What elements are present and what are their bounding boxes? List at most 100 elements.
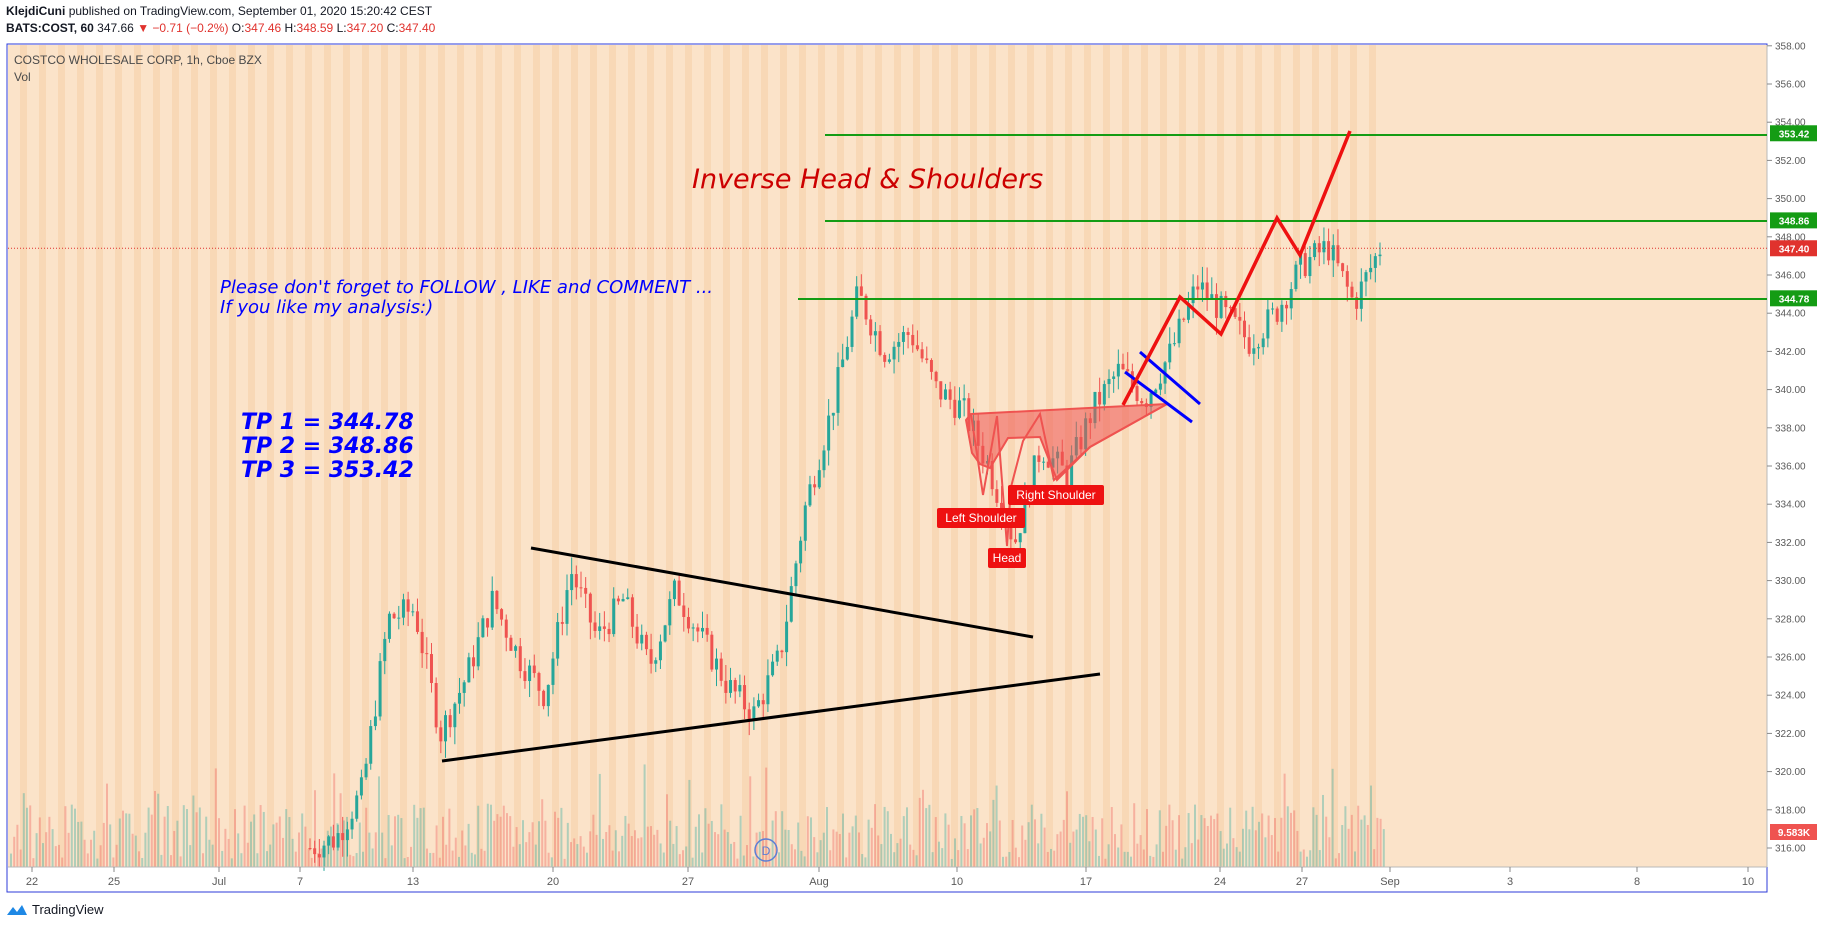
follow-text-line1[interactable]: Please don't forget to FOLLOW , LIKE and… <box>220 277 713 298</box>
volume-bar <box>170 855 172 867</box>
volume-bar <box>579 836 582 867</box>
candle-body <box>345 829 349 841</box>
session-stripe <box>1160 45 1167 867</box>
volume-bar <box>208 839 211 867</box>
candle-body <box>373 716 377 727</box>
triangle-lower-line[interactable] <box>441 672 1101 763</box>
volume-bar <box>816 852 819 867</box>
volume-bar <box>781 811 784 867</box>
volume-bar <box>467 823 470 867</box>
candle-body <box>593 622 597 631</box>
volume-bar <box>198 807 201 867</box>
x-tick-label: 27 <box>1296 876 1308 888</box>
session-stripe <box>571 45 578 867</box>
pattern-title[interactable]: Inverse Head & Shoulders <box>692 164 1043 195</box>
candle-body <box>785 621 789 653</box>
candle-body <box>1172 343 1176 345</box>
footer-brand[interactable]: TradingView <box>32 902 104 917</box>
candle-body <box>322 845 326 858</box>
projected-path[interactable] <box>1121 130 1352 406</box>
volume-label-box <box>1770 824 1817 840</box>
session-stripe <box>343 45 350 867</box>
volume-bar <box>106 783 108 867</box>
volume-bar <box>61 857 64 867</box>
volume-bar <box>1091 816 1094 867</box>
candle-body <box>925 358 929 361</box>
volume-bar <box>1139 835 1142 867</box>
tp2-text[interactable]: TP 2 = 348.86 <box>241 434 414 459</box>
volume-bar <box>374 832 377 867</box>
volume-bar <box>1040 813 1043 867</box>
left-shoulder-label[interactable]: Left Shoulder <box>945 511 1016 525</box>
volume-bar <box>1226 843 1228 867</box>
volume-bar <box>1219 831 1222 867</box>
x-tick-label: 24 <box>1214 876 1226 888</box>
volume-bar <box>1046 851 1049 867</box>
session-stripe <box>305 45 312 867</box>
volume-bar <box>54 846 57 867</box>
volume-bar <box>803 856 806 867</box>
volume-bar <box>429 852 432 867</box>
volume-bar <box>512 846 515 867</box>
volume-bar <box>592 814 595 867</box>
volume-bar <box>1258 821 1260 867</box>
candle-body <box>1313 243 1317 258</box>
published-text: published on TradingView.com, September … <box>68 4 433 18</box>
candle-body <box>509 637 513 651</box>
y-tick-label: 356.00 <box>1775 80 1806 91</box>
candle-body <box>602 626 606 629</box>
volume-bar <box>669 820 672 867</box>
session-stripe <box>362 45 369 867</box>
volume-bar <box>42 843 44 867</box>
volume-bar <box>858 832 860 867</box>
volume-bar <box>1302 849 1305 867</box>
volume-bar <box>566 822 569 867</box>
volume-bar <box>333 773 336 867</box>
volume-bar <box>1347 828 1350 867</box>
volume-bar <box>1104 858 1107 867</box>
volume-bar <box>637 838 640 867</box>
volume-bar <box>554 811 556 867</box>
triangle-upper-line[interactable] <box>530 546 1034 639</box>
volume-bar <box>966 849 969 867</box>
volume-bar <box>730 843 732 867</box>
candle-body <box>1355 297 1359 309</box>
volume-bar <box>1363 815 1366 867</box>
candle-body <box>766 675 770 705</box>
candle-body <box>705 627 709 635</box>
volume-bar <box>35 833 38 867</box>
volume-bar <box>1078 813 1081 867</box>
volume-bar <box>1290 812 1292 867</box>
candle-body <box>1116 363 1120 377</box>
volume-bar <box>957 850 960 867</box>
tp1-text[interactable]: TP 1 = 344.78 <box>241 410 414 435</box>
candle-body <box>859 286 863 296</box>
flag-upper-line[interactable] <box>1139 350 1201 406</box>
candle-body <box>771 661 775 676</box>
session-stripe <box>1350 45 1357 867</box>
volume-bar <box>493 820 496 867</box>
volume-bar <box>829 850 832 867</box>
price-label: 344.78 <box>1779 294 1810 305</box>
follow-text-line2[interactable]: If you like my analysis:) <box>220 297 433 318</box>
head-label[interactable]: Head <box>993 551 1022 565</box>
candle-body <box>1121 363 1125 370</box>
volume-bar <box>832 829 835 867</box>
volume-bar <box>1152 856 1155 867</box>
volume-bar <box>368 832 371 867</box>
volume-bar <box>550 857 553 867</box>
volume-bar <box>186 809 188 867</box>
volume-bar <box>1155 844 1158 867</box>
high-value: 348.59 <box>296 21 334 35</box>
tp3-text[interactable]: TP 3 = 353.42 <box>241 458 414 483</box>
session-stripe <box>438 45 445 867</box>
candle-body <box>682 605 686 617</box>
volume-bar <box>502 805 505 867</box>
volume-bar <box>925 808 928 867</box>
session-stripe <box>1122 45 1129 867</box>
volume-bar <box>666 794 668 867</box>
candle-body <box>827 415 831 451</box>
volume-bar <box>157 793 160 867</box>
right-shoulder-label[interactable]: Right Shoulder <box>1016 488 1095 502</box>
